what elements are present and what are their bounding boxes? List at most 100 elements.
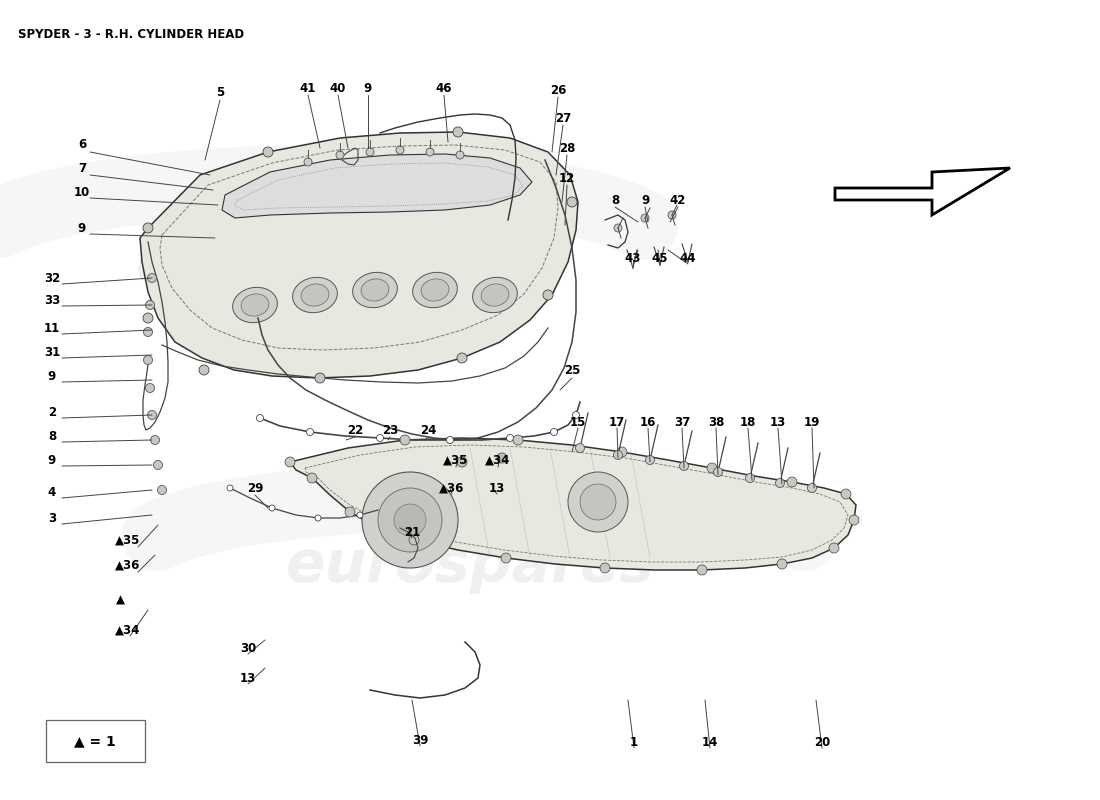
Text: 10: 10 xyxy=(74,186,90,198)
Circle shape xyxy=(746,474,755,482)
Polygon shape xyxy=(290,438,856,570)
Text: 8: 8 xyxy=(48,430,56,442)
Ellipse shape xyxy=(353,272,397,308)
Text: eurospares: eurospares xyxy=(286,537,654,594)
Circle shape xyxy=(394,504,426,536)
Text: 43: 43 xyxy=(625,251,641,265)
Circle shape xyxy=(285,457,295,467)
Text: 7: 7 xyxy=(78,162,86,174)
Circle shape xyxy=(568,472,628,532)
Text: 31: 31 xyxy=(44,346,60,358)
Circle shape xyxy=(707,463,717,473)
Circle shape xyxy=(456,353,468,363)
Circle shape xyxy=(151,435,160,445)
Circle shape xyxy=(829,543,839,553)
Circle shape xyxy=(345,507,355,517)
Circle shape xyxy=(646,455,654,465)
Text: 33: 33 xyxy=(44,294,60,306)
Text: 15: 15 xyxy=(570,415,586,429)
Text: 39: 39 xyxy=(411,734,428,746)
Text: 38: 38 xyxy=(707,415,724,429)
FancyBboxPatch shape xyxy=(46,720,145,762)
Circle shape xyxy=(786,477,798,487)
Text: ▲34: ▲34 xyxy=(485,454,510,466)
Circle shape xyxy=(543,290,553,300)
Circle shape xyxy=(776,478,784,487)
Circle shape xyxy=(513,435,522,445)
Circle shape xyxy=(376,434,384,442)
Circle shape xyxy=(147,410,156,419)
Circle shape xyxy=(143,223,153,233)
Text: 4: 4 xyxy=(48,486,56,498)
Text: 8: 8 xyxy=(610,194,619,206)
Text: eurospares: eurospares xyxy=(135,237,505,294)
Circle shape xyxy=(362,472,458,568)
Circle shape xyxy=(396,146,404,154)
Ellipse shape xyxy=(481,284,509,306)
Text: 13: 13 xyxy=(240,671,256,685)
Ellipse shape xyxy=(301,284,329,306)
Text: 32: 32 xyxy=(44,271,60,285)
Text: 5: 5 xyxy=(216,86,224,99)
Circle shape xyxy=(400,435,410,445)
Text: 14: 14 xyxy=(702,735,718,749)
Text: 17: 17 xyxy=(609,415,625,429)
Circle shape xyxy=(199,365,209,375)
Text: ▲34: ▲34 xyxy=(116,623,141,637)
Text: 1: 1 xyxy=(630,735,638,749)
Circle shape xyxy=(358,512,363,518)
Ellipse shape xyxy=(473,278,517,313)
Text: 46: 46 xyxy=(436,82,452,94)
Circle shape xyxy=(714,467,723,477)
Circle shape xyxy=(147,274,156,282)
Circle shape xyxy=(336,151,344,159)
Circle shape xyxy=(315,515,321,521)
Circle shape xyxy=(447,437,453,443)
Text: 13: 13 xyxy=(488,482,505,494)
Circle shape xyxy=(378,488,442,552)
Text: 37: 37 xyxy=(674,415,690,429)
Text: 9: 9 xyxy=(78,222,86,234)
Circle shape xyxy=(409,535,419,545)
Circle shape xyxy=(263,147,273,157)
Text: 45: 45 xyxy=(651,251,669,265)
Circle shape xyxy=(227,485,233,491)
Text: ▲: ▲ xyxy=(116,594,124,606)
Circle shape xyxy=(849,515,859,525)
Circle shape xyxy=(366,148,374,156)
Circle shape xyxy=(256,414,264,422)
Text: 30: 30 xyxy=(240,642,256,654)
Text: 21: 21 xyxy=(404,526,420,538)
Circle shape xyxy=(154,461,163,470)
Text: 40: 40 xyxy=(330,82,346,94)
Circle shape xyxy=(842,489,851,499)
Text: ▲36: ▲36 xyxy=(116,558,141,571)
Circle shape xyxy=(145,383,154,393)
Text: ▲36: ▲36 xyxy=(439,482,464,494)
Circle shape xyxy=(777,559,786,569)
Circle shape xyxy=(143,327,153,337)
Circle shape xyxy=(617,447,627,457)
Ellipse shape xyxy=(421,279,449,301)
Circle shape xyxy=(580,484,616,520)
Text: SPYDER - 3 - R.H. CYLINDER HEAD: SPYDER - 3 - R.H. CYLINDER HEAD xyxy=(18,28,244,41)
Text: 29: 29 xyxy=(246,482,263,494)
Circle shape xyxy=(453,127,463,137)
Circle shape xyxy=(304,158,312,166)
Ellipse shape xyxy=(293,278,338,313)
Text: 12: 12 xyxy=(559,171,575,185)
Circle shape xyxy=(497,453,507,463)
Circle shape xyxy=(600,563,610,573)
Text: 19: 19 xyxy=(804,415,821,429)
Circle shape xyxy=(680,462,689,470)
Text: 6: 6 xyxy=(78,138,86,151)
Text: ▲ = 1: ▲ = 1 xyxy=(74,734,116,748)
Circle shape xyxy=(307,429,314,435)
Ellipse shape xyxy=(412,272,458,308)
Text: 22: 22 xyxy=(346,423,363,437)
Circle shape xyxy=(426,148,434,156)
Circle shape xyxy=(456,457,468,467)
Circle shape xyxy=(315,373,324,383)
Circle shape xyxy=(157,486,166,494)
Circle shape xyxy=(550,429,558,435)
